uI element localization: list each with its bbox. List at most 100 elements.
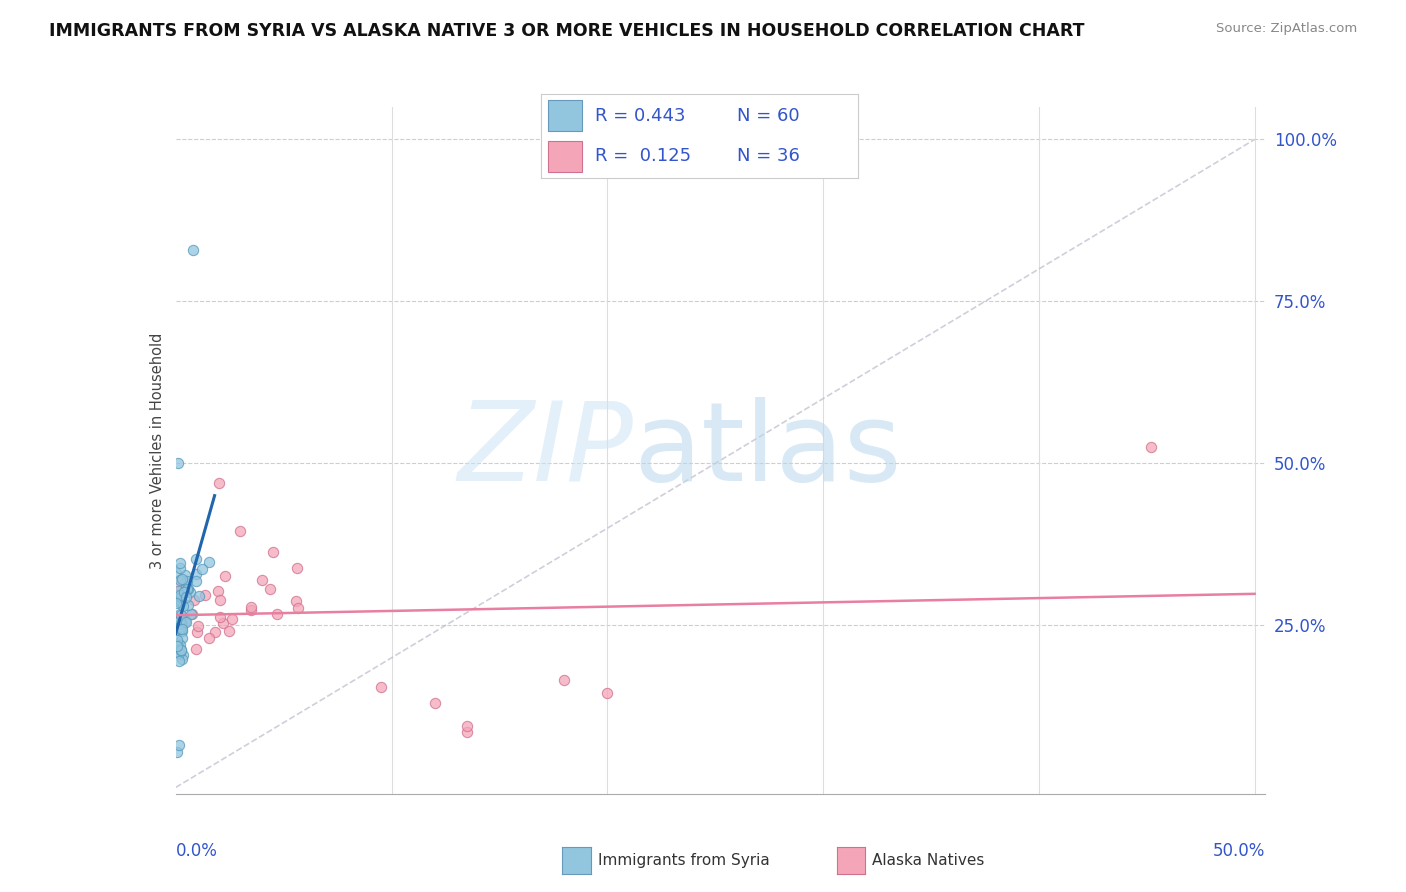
Point bbox=[169, 556, 191, 570]
Point bbox=[167, 617, 190, 632]
Point bbox=[176, 582, 198, 596]
Point bbox=[170, 619, 193, 633]
Point bbox=[596, 686, 619, 700]
Text: 50.0%: 50.0% bbox=[1213, 842, 1265, 860]
Text: Alaska Natives: Alaska Natives bbox=[872, 854, 984, 868]
Point bbox=[170, 590, 193, 604]
FancyBboxPatch shape bbox=[548, 101, 582, 131]
Point bbox=[167, 636, 190, 650]
Y-axis label: 3 or more Vehicles in Household: 3 or more Vehicles in Household bbox=[149, 333, 165, 568]
Text: 0.0%: 0.0% bbox=[176, 842, 218, 860]
Point bbox=[186, 567, 208, 582]
Point bbox=[287, 601, 309, 615]
Point bbox=[214, 568, 236, 582]
Point bbox=[180, 607, 202, 621]
Point bbox=[166, 623, 188, 637]
Point bbox=[167, 594, 190, 608]
Point bbox=[229, 524, 252, 539]
Point bbox=[165, 596, 187, 610]
Point bbox=[165, 591, 187, 605]
Point bbox=[179, 584, 201, 599]
Point bbox=[187, 589, 209, 603]
Point bbox=[167, 654, 190, 668]
Text: atlas: atlas bbox=[633, 397, 901, 504]
Point bbox=[553, 673, 575, 688]
Point bbox=[177, 582, 200, 596]
Text: Immigrants from Syria: Immigrants from Syria bbox=[598, 854, 769, 868]
Point bbox=[194, 588, 217, 602]
Point bbox=[172, 648, 194, 662]
Point bbox=[250, 573, 273, 587]
Point bbox=[174, 579, 197, 593]
Point bbox=[169, 573, 191, 587]
Point bbox=[166, 578, 188, 592]
Point bbox=[262, 545, 284, 559]
Text: N = 60: N = 60 bbox=[738, 107, 800, 125]
Point bbox=[166, 633, 188, 648]
Point bbox=[221, 612, 243, 626]
Point bbox=[211, 615, 233, 630]
Point bbox=[266, 607, 288, 622]
Point bbox=[170, 624, 193, 638]
Point bbox=[169, 613, 191, 627]
Point bbox=[166, 745, 188, 759]
Point bbox=[183, 593, 205, 607]
Point bbox=[169, 638, 191, 652]
Text: R = 0.443: R = 0.443 bbox=[595, 107, 686, 125]
Point bbox=[186, 624, 208, 639]
Point bbox=[259, 582, 281, 597]
Point bbox=[370, 680, 392, 694]
Point bbox=[169, 607, 191, 621]
Point bbox=[166, 639, 188, 653]
Point bbox=[1140, 440, 1163, 454]
Point bbox=[208, 475, 231, 490]
Point bbox=[169, 561, 191, 575]
Point bbox=[240, 602, 263, 616]
Point bbox=[190, 562, 212, 576]
Point bbox=[173, 585, 195, 599]
FancyBboxPatch shape bbox=[548, 141, 582, 171]
Point bbox=[456, 719, 478, 733]
Point bbox=[170, 616, 193, 631]
Point bbox=[240, 600, 263, 615]
Point bbox=[207, 584, 229, 599]
Point bbox=[167, 739, 190, 753]
Point bbox=[172, 573, 194, 587]
Point bbox=[172, 599, 194, 614]
Point bbox=[204, 625, 226, 640]
Point bbox=[174, 615, 197, 629]
Point bbox=[208, 610, 231, 624]
Point bbox=[174, 568, 197, 582]
Point bbox=[172, 623, 194, 637]
Point bbox=[173, 612, 195, 626]
Point bbox=[169, 623, 191, 637]
Point bbox=[176, 574, 198, 588]
Point bbox=[170, 596, 193, 610]
Text: IMMIGRANTS FROM SYRIA VS ALASKA NATIVE 3 OR MORE VEHICLES IN HOUSEHOLD CORRELATI: IMMIGRANTS FROM SYRIA VS ALASKA NATIVE 3… bbox=[49, 22, 1084, 40]
Point bbox=[456, 725, 478, 739]
Point bbox=[170, 643, 193, 657]
Point bbox=[183, 243, 205, 257]
Point bbox=[186, 551, 208, 566]
Point bbox=[170, 615, 193, 630]
Point bbox=[187, 619, 209, 633]
Point bbox=[197, 631, 219, 645]
Point bbox=[285, 593, 308, 607]
Point bbox=[184, 641, 207, 656]
Point bbox=[170, 608, 193, 623]
Point bbox=[180, 607, 202, 622]
Point bbox=[209, 593, 232, 607]
Text: Source: ZipAtlas.com: Source: ZipAtlas.com bbox=[1216, 22, 1357, 36]
Point bbox=[174, 590, 197, 604]
Point bbox=[169, 643, 191, 657]
Point bbox=[186, 574, 208, 589]
Text: ZIP: ZIP bbox=[457, 397, 633, 504]
Text: R =  0.125: R = 0.125 bbox=[595, 147, 692, 165]
Point bbox=[165, 566, 187, 580]
Point bbox=[177, 598, 200, 612]
Point bbox=[172, 612, 194, 626]
Point bbox=[167, 586, 190, 600]
Point bbox=[170, 632, 193, 646]
Point bbox=[218, 624, 240, 639]
Point bbox=[167, 457, 190, 471]
